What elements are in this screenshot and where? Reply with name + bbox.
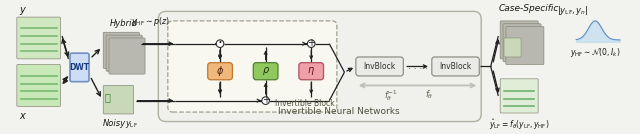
FancyBboxPatch shape	[506, 27, 544, 65]
Text: $y_{\mathrm{HF}} \sim \mathcal{N}(0, I_k)$: $y_{\mathrm{HF}} \sim \mathcal{N}(0, I_k…	[570, 46, 620, 59]
FancyBboxPatch shape	[106, 35, 142, 71]
FancyBboxPatch shape	[299, 63, 324, 80]
Text: x: x	[20, 111, 26, 121]
Text: $y_{\mathrm{HF}} \sim p(z)$: $y_{\mathrm{HF}} \sim p(z)$	[131, 14, 170, 28]
FancyBboxPatch shape	[103, 85, 134, 114]
FancyBboxPatch shape	[158, 11, 481, 122]
Text: Hybrid: Hybrid	[110, 18, 138, 28]
FancyBboxPatch shape	[500, 21, 538, 59]
FancyBboxPatch shape	[208, 63, 232, 80]
Text: Invertible Neural Networks: Invertible Neural Networks	[278, 107, 399, 116]
Text: $\eta$: $\eta$	[307, 65, 315, 77]
Text: InvBlock: InvBlock	[440, 62, 472, 71]
FancyBboxPatch shape	[103, 32, 140, 68]
FancyBboxPatch shape	[70, 53, 89, 82]
FancyBboxPatch shape	[109, 38, 145, 74]
Circle shape	[262, 97, 269, 105]
FancyBboxPatch shape	[17, 17, 61, 59]
Text: Noisy: Noisy	[103, 119, 126, 128]
Text: $|y_{\mathrm{LF}}, y_n|$: $|y_{\mathrm{LF}}, y_n|$	[557, 4, 588, 17]
Text: $\phi$: $\phi$	[216, 64, 224, 78]
Text: $\hat{y}_{\mathrm{LF}} = f_\theta(y_{\mathrm{LF}}, y_{\mathrm{HF}})$: $\hat{y}_{\mathrm{LF}} = f_\theta(y_{\ma…	[489, 118, 549, 132]
Text: $f_{\theta}$: $f_{\theta}$	[425, 88, 433, 101]
Text: InvBlock: InvBlock	[364, 62, 396, 71]
FancyBboxPatch shape	[500, 79, 538, 113]
FancyBboxPatch shape	[17, 65, 61, 106]
Text: Case-Specific: Case-Specific	[499, 4, 559, 13]
Text: DWT: DWT	[70, 63, 90, 72]
Text: 文: 文	[104, 92, 110, 102]
Text: $f_{\theta}^{-1}$: $f_{\theta}^{-1}$	[383, 88, 397, 103]
FancyBboxPatch shape	[253, 63, 278, 80]
Circle shape	[307, 40, 315, 47]
Text: $\rho$: $\rho$	[262, 65, 269, 77]
FancyBboxPatch shape	[503, 24, 541, 62]
FancyBboxPatch shape	[168, 21, 337, 112]
Text: +: +	[262, 95, 269, 105]
Text: $y_{\mathrm{LF}}$: $y_{\mathrm{LF}}$	[125, 119, 138, 130]
Text: y: y	[20, 5, 26, 15]
Text: +: +	[307, 38, 316, 48]
FancyBboxPatch shape	[504, 38, 521, 57]
Circle shape	[216, 40, 224, 47]
Text: . . . .: . . . .	[408, 62, 428, 71]
Text: Invertible Block: Invertible Block	[275, 99, 335, 108]
FancyBboxPatch shape	[356, 57, 403, 76]
FancyBboxPatch shape	[432, 57, 479, 76]
Text: ·: ·	[218, 36, 223, 51]
